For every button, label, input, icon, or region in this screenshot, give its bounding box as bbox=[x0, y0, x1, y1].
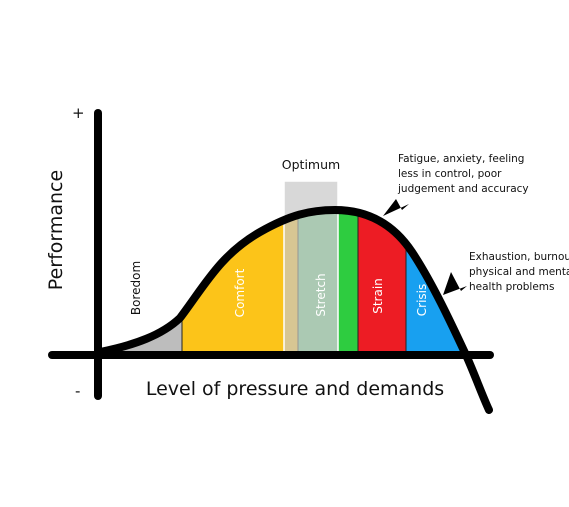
crisis-note: Exhaustion, burnout, physical and mental… bbox=[469, 251, 569, 293]
zone-label-comfort: Comfort bbox=[233, 268, 247, 317]
zone-label-crisis: Crisis bbox=[415, 284, 429, 316]
strain-note: Fatigue, anxiety, feeling less in contro… bbox=[397, 153, 529, 195]
optimum-label: Optimum bbox=[282, 157, 340, 172]
performance-curve bbox=[96, 206, 493, 414]
plus-sign: + bbox=[72, 104, 85, 122]
comfort-zone bbox=[182, 210, 298, 352]
strain-arrow-icon bbox=[383, 199, 409, 216]
crisis-arrow-icon bbox=[443, 272, 467, 295]
x-axis-title: Level of pressure and demands bbox=[146, 378, 444, 400]
zone-label-strain: Strain bbox=[371, 278, 385, 314]
y-axis-title: Performance bbox=[45, 170, 67, 290]
zone-label-stretch: Stretch bbox=[314, 273, 328, 316]
zone-label-boredom: Boredom bbox=[129, 261, 143, 315]
minus-sign: - bbox=[75, 382, 80, 400]
peak-band bbox=[338, 210, 358, 352]
strain-zone bbox=[358, 210, 406, 352]
